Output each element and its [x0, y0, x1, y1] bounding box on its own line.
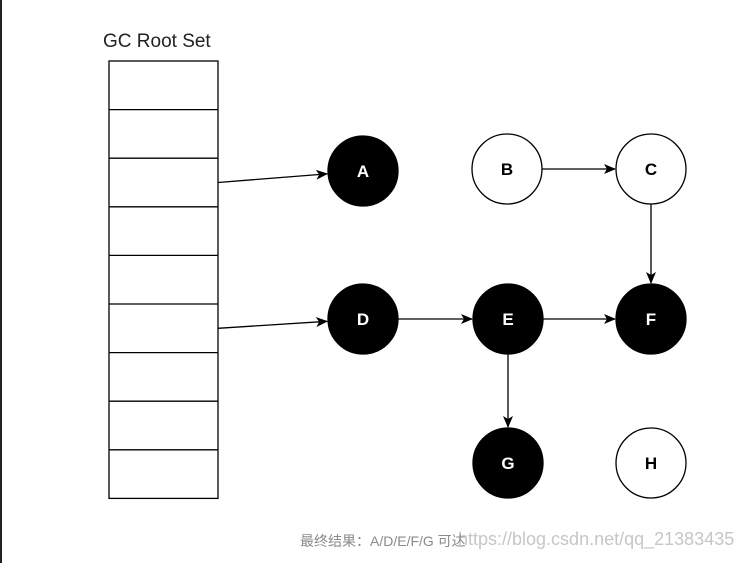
node-label: F — [646, 310, 656, 329]
node-b: B — [471, 133, 543, 205]
node-a: A — [327, 135, 399, 207]
node-circle — [327, 135, 399, 207]
root-set-frame — [108, 60, 219, 500]
node-g: G — [472, 427, 544, 499]
object-nodes: A B C D E F G H — [327, 133, 687, 499]
left-border — [0, 0, 2, 563]
node-circle — [471, 133, 543, 205]
node-circle — [615, 283, 687, 355]
node-c: C — [615, 133, 687, 205]
node-circle — [327, 283, 399, 355]
node-circle — [615, 133, 687, 205]
node-h: H — [615, 427, 687, 499]
node-label: G — [501, 454, 514, 473]
node-circle — [615, 427, 687, 499]
node-d: D — [327, 283, 399, 355]
result-caption: 最终结果：A/D/E/F/G 可达 — [300, 533, 466, 549]
node-label: E — [502, 310, 513, 329]
edge-root-slot-5-to-d — [217, 317, 329, 329]
node-label: A — [357, 162, 369, 181]
watermark: https://blog.csdn.net/qq_21383435 — [458, 529, 735, 549]
edge-root-slot-2-to-a — [217, 169, 329, 184]
node-label: D — [357, 310, 369, 329]
node-f: F — [615, 283, 687, 355]
node-circle — [472, 283, 544, 355]
node-label: H — [645, 454, 657, 473]
node-label: B — [501, 160, 513, 179]
gc-root-set-title: GC Root Set — [103, 31, 211, 52]
node-label: C — [645, 160, 657, 179]
reference-edges — [217, 164, 656, 428]
node-e: E — [472, 283, 544, 355]
node-circle — [472, 427, 544, 499]
gc-root-set-box — [108, 60, 219, 500]
